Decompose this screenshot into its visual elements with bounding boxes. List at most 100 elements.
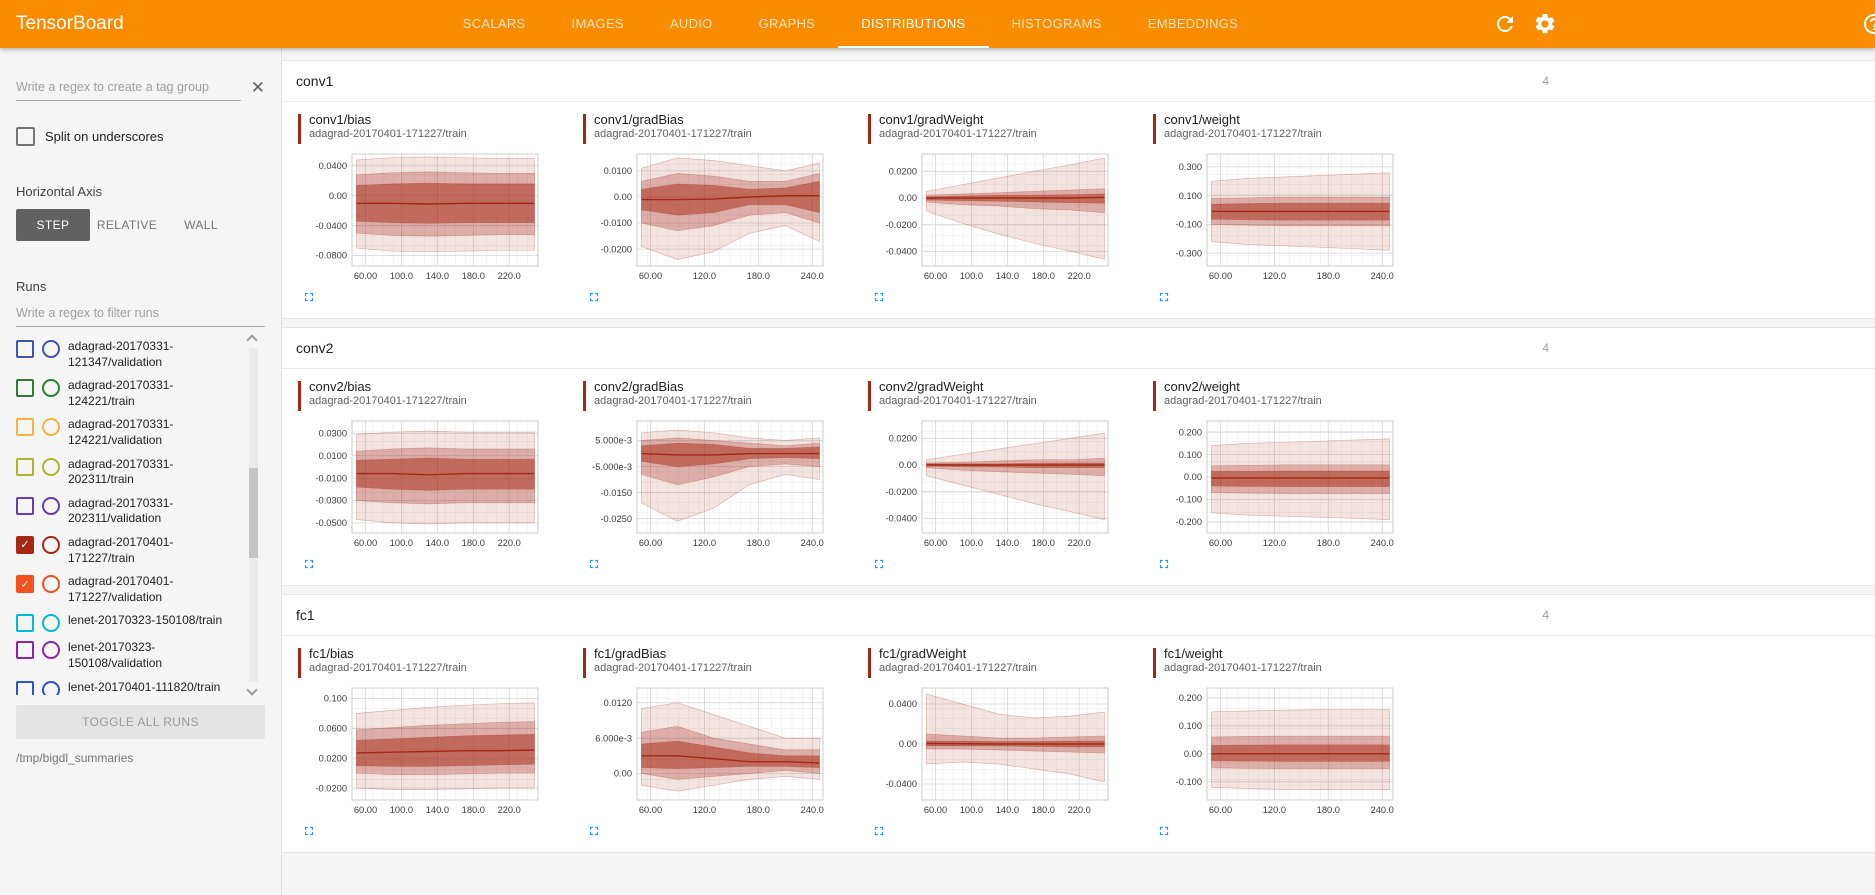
run-list-item[interactable]: ✓ adagrad-20170401-171227/validation [16,570,235,609]
run-checkbox[interactable]: ✓ [16,575,34,594]
run-checkbox[interactable] [16,457,34,476]
run-list-item[interactable]: lenet-20170323-150108/validation [16,636,235,675]
runs-scrollbar[interactable] [249,348,258,682]
chart-run-label: adagrad-20170401-171227/train [1164,128,1322,140]
run-radio[interactable] [42,496,60,515]
run-list-item[interactable]: adagrad-20170331-202311/train [16,453,235,492]
expand-chart-button[interactable] [1157,557,1171,571]
tag-filter-input[interactable] [16,74,241,101]
run-radio[interactable] [42,418,60,437]
help-icon[interactable] [1862,12,1875,36]
distribution-chart[interactable]: 0.0100 0.00 -0.0100 -0.0200 60.00 120.0 180.0 2… [583,148,831,286]
distribution-chart[interactable]: 0.300 0.100 -0.100 -0.300 60.00 120.0 180.0 240… [1153,148,1401,286]
expand-chart-button[interactable] [587,824,601,838]
run-radio[interactable] [42,340,60,358]
axis-wall-button[interactable]: WALL [164,209,238,241]
run-radio[interactable] [42,379,60,398]
refresh-icon[interactable] [1493,12,1517,36]
svg-text:140.0: 140.0 [996,271,1019,281]
split-underscores-checkbox[interactable] [16,127,35,146]
distribution-chart[interactable]: 0.0400 0.00 -0.0400 -0.0800 60.00 100.0 140.0 1… [298,148,546,286]
svg-text:140.0: 140.0 [426,271,449,281]
distribution-chart[interactable]: 0.0120 6.000e-3 0.00 60.00 120.0 180.0 240.0 [583,682,831,820]
svg-text:0.0600: 0.0600 [319,724,347,734]
run-radio[interactable] [42,535,60,554]
section-header[interactable]: conv2 4 [282,328,1875,369]
split-on-underscores-row[interactable]: Split on underscores [16,127,265,146]
chart-title: conv1/weight [1164,112,1240,127]
distribution-chart[interactable]: 0.0300 0.0100 -0.0100 -0.0300 -0.0500 60.00 10… [298,415,546,553]
toggle-all-runs-button[interactable]: TOGGLE ALL RUNS [16,705,265,739]
run-checkbox[interactable] [16,379,34,398]
runs-scrollbar-thumb[interactable] [249,468,258,559]
distribution-chart[interactable]: 0.0200 0.00 -0.0200 -0.0400 60.00 100.0 140.0 1… [868,415,1116,553]
distribution-chart[interactable]: 5.000e-3 -5.000e-3 -0.0150 -0.0250 60.00 120.… [583,415,831,553]
header-tab[interactable]: GRAPHS [758,15,816,31]
header-tab[interactable]: HISTOGRAMS [1011,15,1102,31]
svg-text:-0.100: -0.100 [1176,220,1202,230]
expand-chart-button[interactable] [587,290,601,304]
run-radio[interactable] [42,641,60,660]
run-list-item[interactable]: lenet-20170323-150108/train [16,609,235,636]
svg-text:140.0: 140.0 [996,538,1019,548]
svg-text:100.0: 100.0 [390,805,413,815]
svg-text:60.00: 60.00 [354,271,377,281]
run-checkbox[interactable] [16,418,34,437]
app-header: TensorBoard SCALARS IMAGES AUDIO GRAPHS DIST… [0,0,1875,48]
header-tab[interactable]: AUDIO [669,15,713,31]
run-list-item[interactable]: adagrad-20170331-124221/train [16,374,235,413]
run-radio[interactable] [42,680,60,695]
section-header[interactable]: fc1 4 [282,595,1875,636]
settings-icon[interactable] [1533,12,1557,36]
header-tab[interactable]: IMAGES [571,15,624,31]
run-checkbox[interactable] [16,641,34,660]
header-tab[interactable]: SCALARS [462,15,526,31]
run-list-item[interactable]: lenet-20170401-111820/train [16,676,235,695]
chart-card: conv1/weight adagrad-20170401-171227/tra… [1153,112,1438,312]
section-header[interactable]: conv1 4 [282,61,1875,102]
axis-step-button[interactable]: STEP [16,209,90,241]
expand-chart-button[interactable] [302,824,316,838]
expand-chart-button[interactable] [1157,824,1171,838]
svg-text:5.000e-3: 5.000e-3 [595,436,632,446]
svg-text:120.0: 120.0 [693,271,716,281]
run-checkbox[interactable] [16,496,34,515]
svg-text:180.0: 180.0 [747,271,770,281]
expand-chart-button[interactable] [872,824,886,838]
run-list-item[interactable]: ✓ adagrad-20170401-171227/train [16,531,235,570]
expand-chart-button[interactable] [872,290,886,304]
runs-filter-input[interactable] [16,300,265,327]
header-tab[interactable]: DISTRIBUTIONS [838,0,989,48]
run-radio[interactable] [42,457,60,476]
distribution-chart[interactable]: 0.200 0.100 0.00 -0.100 60.00 120.0 180.0 240.0 [1153,682,1401,820]
expand-chart-button[interactable] [302,290,316,304]
expand-chart-button[interactable] [587,557,601,571]
svg-text:180.0: 180.0 [1032,538,1055,548]
expand-chart-button[interactable] [1157,290,1171,304]
axis-relative-button[interactable]: RELATIVE [90,209,164,241]
svg-text:120.0: 120.0 [693,805,716,815]
run-radio[interactable] [42,614,60,633]
header-tab[interactable]: EMBEDDINGS [1147,15,1239,31]
run-checkbox[interactable]: ✓ [16,535,34,554]
clear-tag-filter-icon[interactable]: ✕ [250,78,265,97]
distribution-chart[interactable]: 0.200 0.100 0.00 -0.100 -0.200 60.00 120.0 180.… [1153,415,1401,553]
svg-text:0.0300: 0.0300 [319,429,347,439]
distribution-chart[interactable]: 0.0200 0.00 -0.0200 -0.0400 60.00 100.0 140.0 1… [868,148,1116,286]
run-list-item[interactable]: adagrad-20170331-202311/validation [16,492,235,531]
distribution-chart[interactable]: 0.0400 0.00 -0.0400 60.00 100.0 140.0 180.0 220… [868,682,1116,820]
chart-run-label: adagrad-20170401-171227/train [1164,395,1322,407]
run-list-item[interactable]: adagrad-20170331-124221/validation [16,413,235,452]
distribution-chart[interactable]: 0.100 0.0600 0.0200 -0.0200 60.00 100.0 140.0 1… [298,682,546,820]
run-checkbox[interactable] [16,680,34,695]
svg-text:60.00: 60.00 [924,538,947,548]
run-checkbox[interactable] [16,340,34,358]
run-radio[interactable] [42,575,60,594]
expand-chart-button[interactable] [302,557,316,571]
expand-chart-button[interactable] [872,557,886,571]
run-list-item[interactable]: adagrad-20170331-121347/validation [16,335,235,374]
run-name: lenet-20170323-150108/train [68,613,223,628]
svg-text:0.200: 0.200 [1179,693,1202,703]
run-checkbox[interactable] [16,614,34,633]
svg-text:220.0: 220.0 [498,271,521,281]
